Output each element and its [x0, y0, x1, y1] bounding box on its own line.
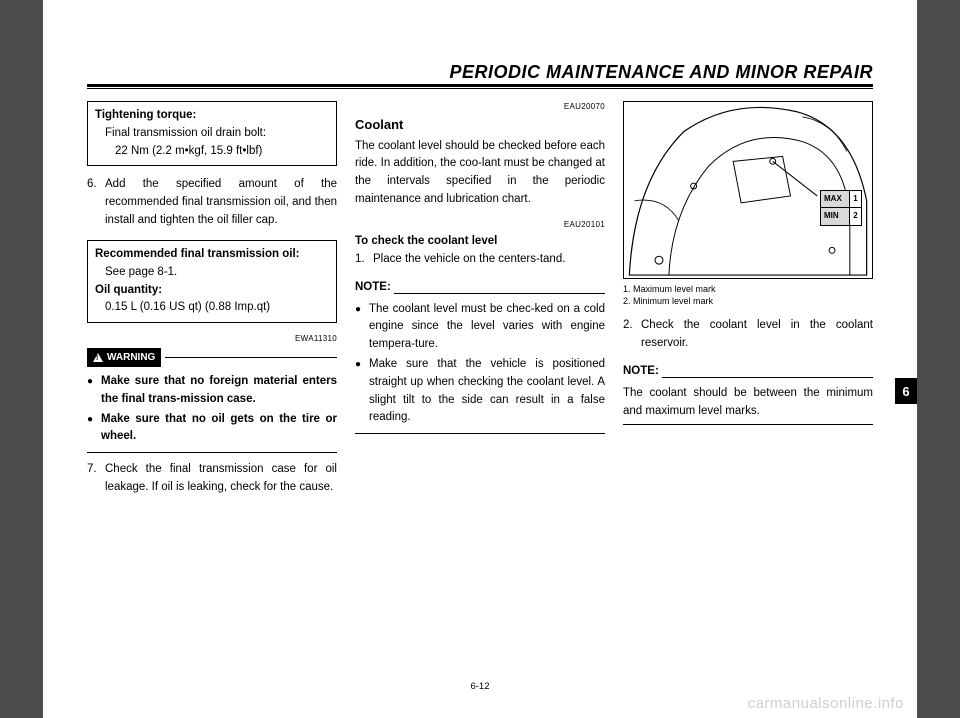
warning-row: WARNING [87, 348, 337, 368]
note-row: NOTE: [355, 279, 605, 297]
gauge-max-num: 1 [849, 191, 861, 208]
warning-badge: WARNING [87, 348, 161, 368]
check-step-2: 2. Check the coolant level in the coolan… [623, 317, 873, 353]
check-step-2-list: 2. Check the coolant level in the coolan… [623, 317, 873, 353]
warning-bullet-text: Make sure that no oil gets on the tire o… [101, 411, 337, 447]
torque-sub: Final transmission oil drain bolt: [95, 125, 329, 143]
warning-end-rule [87, 452, 337, 453]
warning-bullet-2: ● Make sure that no oil gets on the tire… [87, 411, 337, 447]
note-text: The coolant should be between the minimu… [623, 385, 873, 421]
gauge-min-num: 2 [849, 208, 861, 224]
section-tab-number: 6 [902, 384, 909, 399]
recommended-oil-box: Recommended final transmission oil: See … [87, 240, 337, 323]
warning-label: WARNING [107, 350, 155, 366]
note-end-rule [355, 433, 605, 434]
check-level-heading: To check the coolant level [355, 233, 605, 251]
note-bullet-1: ● The coolant level must be chec-ked on … [355, 301, 605, 354]
note-bullets: ● The coolant level must be chec-ked on … [355, 301, 605, 428]
level-gauge: MAX 1 MIN 2 [820, 190, 862, 226]
note-rule [394, 293, 605, 294]
note-bullet-text: Make sure that the vehicle is positioned… [369, 356, 605, 427]
step-text: Check the final transmission case for oi… [105, 461, 337, 497]
watermark: carmanualsonline.info [748, 695, 904, 712]
code-eau-mid: EAU20101 [355, 219, 605, 231]
step-6: 6. Add the specified amount of the recom… [87, 176, 337, 229]
oil-qty-value: 0.15 L (0.16 US qt) (0.88 Imp.qt) [95, 299, 329, 317]
check-step-1: 1. Place the vehicle on the centers-tand… [355, 251, 605, 269]
column-3: MAX 1 MIN 2 1. Maximum level mark 2. Min… [623, 101, 873, 507]
section-tab: 6 [895, 378, 917, 404]
bullet-icon: ● [87, 411, 101, 447]
code-eau-top: EAU20070 [355, 101, 605, 113]
note-bullet-2: ● Make sure that the vehicle is position… [355, 356, 605, 427]
step-text: Place the vehicle on the centers-tand. [373, 251, 605, 269]
gauge-max-label: MAX [821, 191, 849, 208]
warning-bullet-text: Make sure that no foreign material enter… [101, 373, 337, 409]
gauge-max-row: MAX 1 [821, 191, 861, 208]
caption-line-2: 2. Minimum level mark [623, 295, 873, 307]
header-rule-thin [87, 88, 873, 89]
note-label: NOTE: [623, 363, 659, 381]
warning-bullet-1: ● Make sure that no foreign material ent… [87, 373, 337, 409]
step-6-list: 6. Add the specified amount of the recom… [87, 176, 337, 229]
caption-line-1: 1. Maximum level mark [623, 283, 873, 295]
step-number: 1. [355, 251, 373, 269]
gauge-min-row: MIN 2 [821, 208, 861, 224]
warning-rule [165, 357, 337, 358]
coolant-intro: The coolant level should be checked befo… [355, 138, 605, 209]
tightening-torque-box: Tightening torque: Final transmission oi… [87, 101, 337, 166]
column-2: EAU20070 Coolant The coolant level shoul… [355, 101, 605, 507]
oil-qty-title: Oil quantity: [95, 282, 329, 300]
content-columns: Tightening torque: Final transmission oi… [87, 101, 873, 507]
note-bullet-text: The coolant level must be chec-ked on a … [369, 301, 605, 354]
note-rule [662, 377, 873, 378]
manual-page: PERIODIC MAINTENANCE AND MINOR REPAIR Ti… [43, 0, 917, 718]
check-step-1-list: 1. Place the vehicle on the centers-tand… [355, 251, 605, 269]
step-7: 7. Check the final transmission case for… [87, 461, 337, 497]
warning-triangle-icon [93, 353, 103, 362]
illustration-caption: 1. Maximum level mark 2. Minimum level m… [623, 283, 873, 307]
page-header-title: PERIODIC MAINTENANCE AND MINOR REPAIR [87, 62, 873, 83]
step-text: Add the specified amount of the recommen… [105, 176, 337, 229]
step-number: 7. [87, 461, 105, 497]
rec-oil-value: See page 8-1. [95, 264, 329, 282]
coolant-reservoir-illustration: MAX 1 MIN 2 [623, 101, 873, 279]
bullet-icon: ● [355, 301, 369, 354]
page-footer: 6-12 [43, 681, 917, 692]
step-number: 6. [87, 176, 105, 229]
column-1: Tightening torque: Final transmission oi… [87, 101, 337, 507]
header-rule-thick [87, 84, 873, 87]
step-number: 2. [623, 317, 641, 353]
step-7-list: 7. Check the final transmission case for… [87, 461, 337, 497]
note-label: NOTE: [355, 279, 391, 297]
warning-bullets: ● Make sure that no foreign material ent… [87, 373, 337, 446]
note-end-rule-2 [623, 424, 873, 425]
bullet-icon: ● [87, 373, 101, 409]
code-ewa: EWA11310 [87, 333, 337, 345]
torque-title: Tightening torque: [95, 107, 329, 125]
bullet-icon: ● [355, 356, 369, 427]
note-row-2: NOTE: [623, 363, 873, 381]
coolant-heading: Coolant [355, 115, 605, 135]
rec-oil-title: Recommended final transmission oil: [95, 246, 329, 264]
torque-value: 22 Nm (2.2 m•kgf, 15.9 ft•lbf) [95, 143, 329, 161]
step-text: Check the coolant level in the coolant r… [641, 317, 873, 353]
gauge-min-label: MIN [821, 208, 849, 224]
